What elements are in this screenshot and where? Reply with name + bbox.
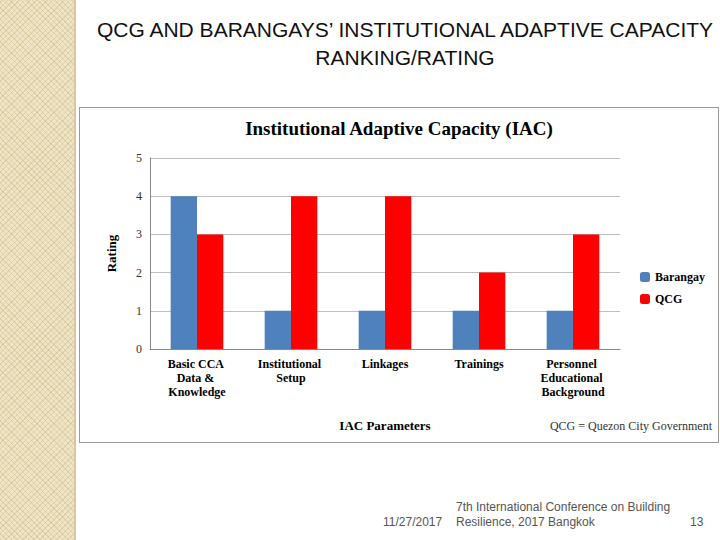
svg-text:Knowledge: Knowledge: [168, 385, 226, 399]
svg-text:Data &: Data &: [177, 371, 218, 385]
svg-text:Personnel: Personnel: [546, 357, 600, 371]
html-text:QCG AND BARANGAYS’ INSTITUTION: QCG AND BARANGAYS’ INSTITUTIONAL ADAPTIV…: [96, 18, 714, 69]
svg-text:Institutional: Institutional: [258, 357, 324, 371]
svg-text:Educational: Educational: [540, 371, 605, 385]
svg-text:Institutional Adaptive Capacit: Institutional Adaptive Capacity (IAC): [245, 118, 553, 140]
html-text:11/27/2017: 11/27/2017: [383, 515, 443, 529]
svg-text:3: 3: [136, 227, 142, 241]
svg-text:Background: Background: [541, 385, 604, 399]
svg-text:Linkages: Linkages: [362, 357, 409, 371]
svg-text:0: 0: [136, 342, 142, 356]
svg-text:QCG = Quezon City Government: QCG = Quezon City Government: [550, 419, 713, 433]
svg-text:Rating: Rating: [104, 234, 119, 272]
svg-text:IAC Parameters: IAC Parameters: [339, 418, 430, 433]
html-text:7th International Conference o: 7th International Conference on Building…: [456, 500, 671, 529]
svg-text:2: 2: [136, 266, 142, 280]
svg-text:QCG: QCG: [655, 292, 682, 306]
svg-text:5: 5: [136, 151, 142, 165]
svg-text:Trainings: Trainings: [454, 357, 503, 371]
svg-text:Setup: Setup: [276, 371, 306, 385]
html-text:13: 13: [690, 515, 704, 529]
svg-text:Basic CCA: Basic CCA: [168, 357, 227, 371]
svg-text:1: 1: [136, 304, 142, 318]
svg-text:Barangay: Barangay: [655, 270, 705, 284]
svg-text:4: 4: [136, 189, 142, 203]
